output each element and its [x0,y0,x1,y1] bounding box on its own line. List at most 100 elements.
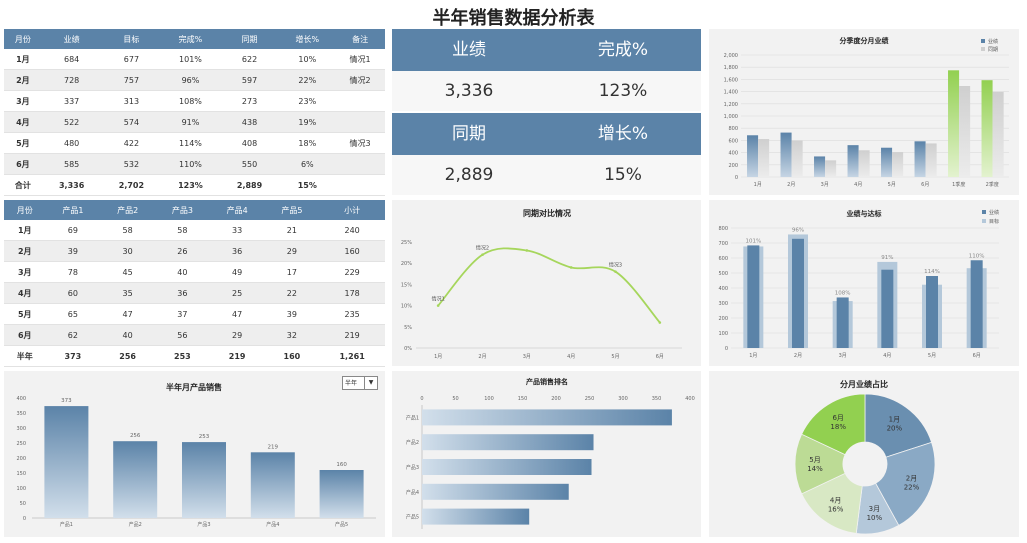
slice-label: 2月 [906,474,917,482]
x-tick-label: 2季度 [986,181,999,188]
legend-swatch-last-year [981,47,985,51]
performance-cell: 6月 [4,153,42,175]
data-label: 373 [61,398,72,404]
data-point [658,321,662,324]
x-tick-label: 4月 [567,354,575,360]
y-tick-label: 产品3 [406,464,419,471]
legend-label: 目标 [989,218,999,225]
y-tick-label: 500 [718,271,728,277]
product-cell: 160 [319,240,385,262]
performance-cell: 574 [101,111,162,133]
performance-header-5: 增长% [279,29,336,49]
y-tick-label: 0 [23,516,26,522]
performance-total-cell: 2,889 [219,174,280,196]
product-total-cell: 1,261 [319,345,385,367]
y-tick-label: 1,000 [724,114,738,120]
performance-cell: 522 [41,111,102,133]
bar-product [44,406,89,518]
quarter-chart: 分季度分月业绩 0 200 400 600 800 1,000 1,200 1,400 1,600… [724,36,1009,188]
bar-rank [422,434,594,451]
performance-header-1: 业绩 [41,29,102,49]
y-tick-label: 50 [20,501,26,507]
x-tick-label: 1月 [754,182,762,188]
x-tick-label: 6月 [656,354,664,360]
data-label: 108% [835,290,851,296]
x-tick-label: 400 [685,396,695,402]
y-tick-label: 800 [728,126,738,132]
chart-title: 分季度分月业绩 [840,36,889,45]
data-point [525,249,529,252]
annotation-label: 情况2 [476,245,489,252]
performance-total-cell: 2,702 [101,174,162,196]
period-dropdown[interactable]: 半年 ▼ [342,376,378,390]
x-tick-label: 2月 [787,182,795,188]
performance-cell: 273 [219,90,280,112]
chart-title: 分月业绩占比 [840,379,888,389]
bar-sales [792,238,804,348]
bar-sales [881,147,893,177]
target-chart-panel: 业绩与达标 0 100 200 300 400 500 600 700 800 101% 1月 96% 2… [709,200,1019,366]
x-tick-label: 250 [585,396,595,402]
performance-total-cell [335,174,385,196]
dropdown-arrow-icon[interactable]: ▼ [364,377,377,389]
performance-cell: 96% [161,69,220,91]
x-tick-label: 300 [618,396,628,402]
product-cell: 49 [209,261,265,283]
data-point [614,270,617,273]
x-tick-label: 4月 [854,182,862,188]
x-tick-label: 100 [484,396,494,402]
table-row: 4月 522 574 91% 438 19% [4,111,385,133]
product-total-cell: 373 [45,345,101,367]
performance-cell [335,153,385,175]
yoy-chart-panel: 同期对比情况 0% 5% 10% 15% 20% 25% 1月 2月 3月 4月 5月 6月 情况1 情况2… [392,200,701,366]
product-header-0: 月份 [4,200,46,220]
slice-label: 3月 [869,505,880,513]
yoy-chart: 同期对比情况 0% 5% 10% 15% 20% 25% 1月 2月 3月 4月 5月 6月 情况1 情况2… [401,208,682,360]
y-tick-label: 100 [16,486,26,492]
product-cell: 40 [100,324,156,346]
table-row: 6月 585 532 110% 550 6% [4,153,385,175]
legend-label: 同期 [988,47,998,53]
legend-label: 业绩 [988,38,998,45]
bar-sales [881,269,894,348]
rank-chart-panel: 产品销售排名 0 50 100 150 200 250 300 350 400 产品1 产品2 产品3 产… [392,371,701,537]
bar-last-year [825,160,837,177]
x-tick-label: 3月 [523,354,531,360]
x-tick-label: 产品2 [129,521,142,528]
product-cell: 219 [319,324,385,346]
x-tick-label: 2月 [794,353,802,359]
chart-title: 同期对比情况 [523,208,571,218]
bar-last-year [892,152,904,177]
y-tick-label: 产品2 [406,439,419,446]
x-tick-label: 200 [551,396,561,402]
slice-label: 5月 [809,456,820,464]
data-point [436,304,440,307]
product-cell: 30 [100,240,156,262]
slice-value: 20% [887,425,903,433]
table-row: 6月 62 40 56 29 32 219 [4,324,385,346]
product-cell: 6月 [4,324,46,346]
performance-cell: 728 [41,69,102,91]
y-tick-label: 600 [728,138,738,144]
performance-cell: 684 [41,49,102,70]
data-label: 256 [130,433,141,439]
product-cell: 3月 [4,261,46,283]
bar-rank [422,409,672,426]
product-cell: 36 [155,282,210,304]
product-cell: 56 [155,324,210,346]
performance-cell: 情况3 [335,132,385,154]
annotation-label: 情况3 [609,262,622,269]
y-tick-label: 产品5 [406,514,419,521]
x-tick-label: 1月 [434,354,442,360]
product-total-cell: 160 [264,345,320,367]
bar-rank [422,508,530,525]
y-tick-label: 400 [718,286,728,292]
y-tick-label: 150 [16,471,26,477]
product-cell: 17 [264,261,320,283]
y-tick-label: 250 [16,441,26,447]
product-cell: 29 [264,240,320,262]
product-total-cell: 219 [209,345,265,367]
y-tick-label: 2,000 [724,53,738,59]
kpi-label-growth: 增长% [597,124,649,144]
bar-product [319,470,364,518]
